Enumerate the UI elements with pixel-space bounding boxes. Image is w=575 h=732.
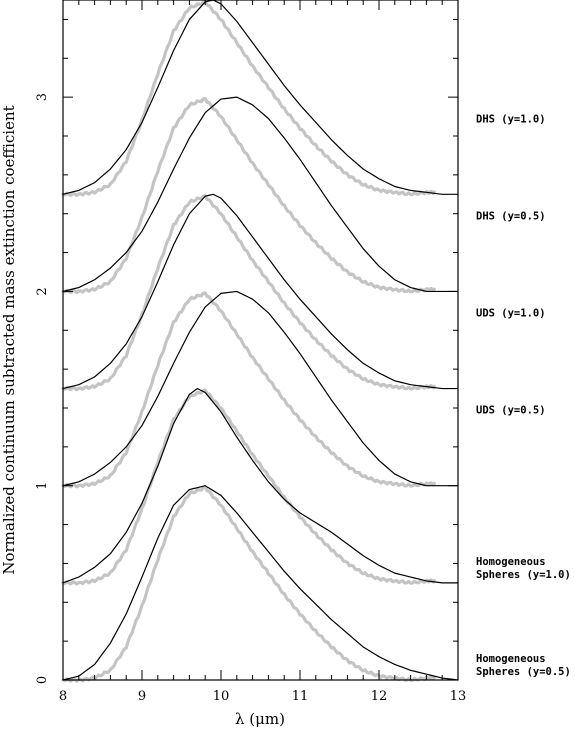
x-tick-label: 8 [59, 689, 67, 704]
x-tick-label: 9 [138, 689, 146, 704]
series-label: UDS (y=0.5) [476, 405, 546, 417]
observed-curve [61, 194, 436, 392]
model-curve [62, 0, 458, 195]
observed-curve [61, 485, 436, 683]
series-label: Homogeneous [476, 556, 546, 568]
x-tick-label: 13 [450, 689, 467, 704]
series-label: Homogeneous [476, 653, 546, 665]
observed-curve [61, 291, 436, 489]
plot-frame [62, 0, 459, 681]
y-axis-title: Normalized continuum subtracted mass ext… [0, 105, 18, 574]
x-axis-title: λ (μm) [235, 710, 285, 728]
model-curve [62, 193, 458, 390]
observed-curve [61, 97, 436, 295]
series-label: Spheres (y=1.0) [476, 569, 571, 581]
series-label: DHS (y=0.5) [476, 210, 546, 222]
model-curves [62, 0, 459, 681]
y-tick-label: 2 [35, 287, 50, 295]
y-tick-label: 0 [35, 676, 50, 684]
y-tick-label: 3 [35, 93, 50, 101]
x-tick-label: 10 [213, 689, 230, 704]
model-curve [62, 96, 458, 293]
observed-curve [61, 0, 436, 198]
x-tick-label: 11 [292, 689, 309, 704]
model-curve [62, 290, 458, 487]
series-label: UDS (y=1.0) [476, 308, 546, 320]
model-curve [62, 387, 458, 584]
y-tick-label: 1 [35, 482, 50, 490]
series-label: DHS (y=1.0) [476, 113, 546, 125]
observed-curve [61, 388, 436, 586]
model-curve [62, 485, 459, 681]
axis-ticks [62, 0, 459, 681]
x-tick-label: 12 [371, 689, 388, 704]
series-label: Spheres (y=0.5) [476, 666, 571, 678]
